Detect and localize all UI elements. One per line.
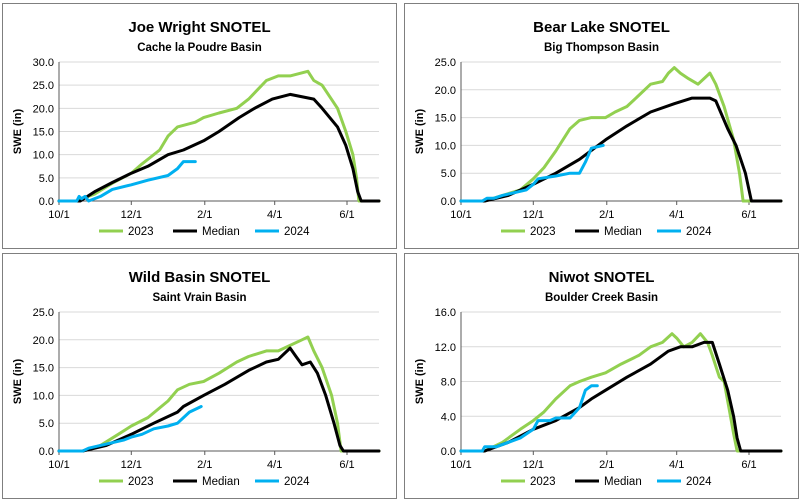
series-line-2023: [57, 69, 381, 203]
x-tick-label: 6/1: [741, 459, 756, 471]
legend-label: 2023: [530, 476, 556, 488]
legend-label: 2024: [284, 226, 310, 238]
chart-subtitle: Cache la Poudre Basin: [137, 42, 262, 54]
legend-label: 2024: [686, 226, 712, 238]
chart-svg: Wild Basin SNOTEL Saint Vrain Basin 0.0 5.0…: [12, 269, 381, 488]
y-tick-label: 0.0: [441, 446, 456, 458]
series-line-2024: [459, 384, 599, 453]
x-tick-label: 6/1: [339, 209, 354, 221]
x-tick-label: 10/1: [450, 209, 471, 221]
x-tick-label: 10/1: [48, 209, 69, 221]
x-tick-label: 6/1: [741, 209, 756, 221]
y-tick-label: 10.0: [435, 140, 456, 152]
legend-label: 2024: [284, 476, 310, 488]
series-line-median: [459, 340, 783, 453]
chart-title: Joe Wright SNOTEL: [128, 19, 270, 36]
y-tick-label: 10.0: [33, 390, 54, 402]
y-tick-label: 25.0: [435, 57, 456, 69]
legend-label: 2023: [128, 226, 154, 238]
y-tick-label: 16.0: [435, 307, 456, 319]
series-line-median: [459, 96, 783, 203]
y-tick-label: 30.0: [33, 57, 54, 69]
legend-label: 2023: [128, 476, 154, 488]
x-tick-label: 4/1: [669, 209, 684, 221]
y-tick-label: 8.0: [441, 377, 456, 389]
x-tick-label: 2/1: [599, 209, 614, 221]
x-tick-label: 10/1: [450, 459, 471, 471]
y-tick-label: 15.0: [33, 127, 54, 139]
legend-label: Median: [202, 226, 240, 238]
chart-title: Wild Basin SNOTEL: [129, 269, 271, 286]
x-tick-label: 6/1: [339, 459, 354, 471]
chart-panel-bear-lake: Bear Lake SNOTEL Big Thompson Basin 0.0 5.0…: [404, 3, 799, 249]
x-tick-label: 12/1: [121, 459, 142, 471]
y-tick-label: 4.0: [441, 411, 456, 423]
legend-label: Median: [202, 476, 240, 488]
y-axis-label: SWE (in): [414, 109, 426, 155]
y-tick-label: 15.0: [435, 113, 456, 125]
y-axis-label: SWE (in): [12, 359, 24, 405]
y-tick-label: 5.0: [39, 418, 54, 430]
y-tick-label: 0.0: [39, 196, 54, 208]
y-tick-label: 25.0: [33, 307, 54, 319]
series-line-median: [57, 346, 381, 453]
x-tick-label: 12/1: [523, 209, 544, 221]
series-line-2023: [459, 66, 783, 203]
y-tick-label: 10.0: [33, 150, 54, 162]
series-line-2023: [57, 335, 381, 453]
chart-subtitle: Big Thompson Basin: [544, 42, 659, 54]
legend-label: 2023: [530, 226, 556, 238]
chart-title: Bear Lake SNOTEL: [533, 19, 670, 36]
chart-panel-joe-wright: Joe Wright SNOTEL Cache la Poudre Basin 0.…: [2, 3, 397, 249]
y-tick-label: 0.0: [441, 196, 456, 208]
series-line-2024: [459, 143, 605, 203]
x-tick-label: 2/1: [197, 209, 212, 221]
x-tick-label: 10/1: [48, 459, 69, 471]
y-tick-label: 25.0: [33, 80, 54, 92]
chart-svg: Bear Lake SNOTEL Big Thompson Basin 0.0 5.0…: [414, 19, 783, 238]
x-tick-label: 4/1: [669, 459, 684, 471]
y-axis-label: SWE (in): [414, 359, 426, 405]
x-tick-label: 12/1: [121, 209, 142, 221]
chart-panel-wild-basin: Wild Basin SNOTEL Saint Vrain Basin 0.0 5.0…: [2, 253, 397, 499]
y-tick-label: 0.0: [39, 446, 54, 458]
y-tick-label: 5.0: [39, 173, 54, 185]
x-tick-label: 2/1: [599, 459, 614, 471]
y-tick-label: 20.0: [33, 335, 54, 347]
x-tick-label: 4/1: [267, 209, 282, 221]
y-tick-label: 15.0: [33, 363, 54, 375]
y-axis-label: SWE (in): [12, 109, 24, 155]
chart-subtitle: Saint Vrain Basin: [153, 292, 247, 304]
series-line-2024: [57, 405, 203, 453]
legend-label: Median: [604, 476, 642, 488]
y-tick-label: 5.0: [441, 168, 456, 180]
chart-panel-niwot: Niwot SNOTEL Boulder Creek Basin 0.0 4.0 8.0…: [404, 253, 799, 499]
series-line-2023: [459, 332, 783, 453]
y-tick-label: 20.0: [33, 103, 54, 115]
y-tick-label: 12.0: [435, 342, 456, 354]
x-tick-label: 2/1: [197, 459, 212, 471]
chart-svg: Joe Wright SNOTEL Cache la Poudre Basin 0.…: [12, 19, 381, 238]
series-line-2024: [57, 160, 197, 203]
legend-label: Median: [604, 226, 642, 238]
chart-subtitle: Boulder Creek Basin: [545, 292, 658, 304]
chart-title: Niwot SNOTEL: [549, 269, 655, 286]
x-tick-label: 4/1: [267, 459, 282, 471]
series-line-median: [57, 92, 381, 203]
chart-svg: Niwot SNOTEL Boulder Creek Basin 0.0 4.0 8.0…: [414, 269, 783, 488]
legend-label: 2024: [686, 476, 712, 488]
x-tick-label: 12/1: [523, 459, 544, 471]
y-tick-label: 20.0: [435, 85, 456, 97]
